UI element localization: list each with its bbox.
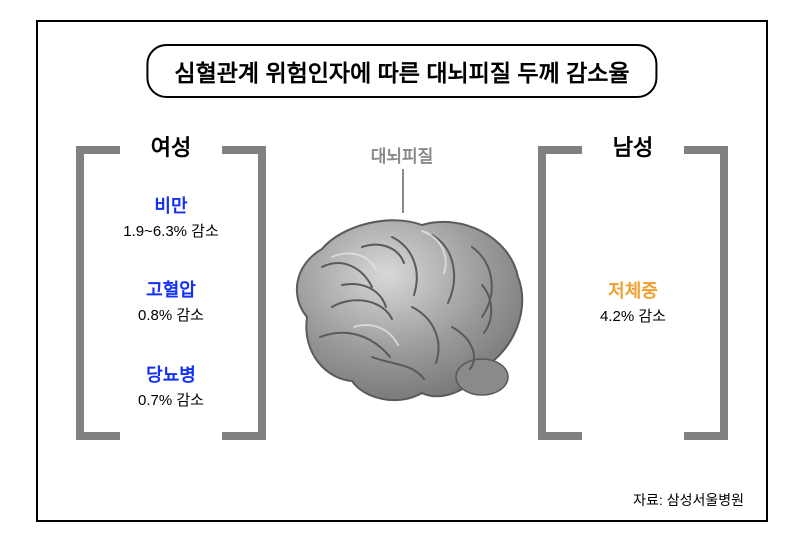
source-credit: 자료: 삼성서울병원 bbox=[633, 490, 744, 510]
panel-female-factors: 비만 1.9~6.3% 감소 고혈압 0.8% 감소 당뇨병 0.7% 감소 bbox=[76, 174, 266, 428]
panel-male-factors: 저체중 4.2% 감소 bbox=[538, 174, 728, 428]
brain-label: 대뇌피질 bbox=[262, 142, 542, 167]
panel-female: 여성 비만 1.9~6.3% 감소 고혈압 0.8% 감소 당뇨병 0.7% 감… bbox=[76, 130, 266, 440]
factor-name: 저체중 bbox=[600, 277, 666, 303]
panel-male: 남성 저체중 4.2% 감소 bbox=[538, 130, 728, 440]
factor-item: 저체중 4.2% 감소 bbox=[600, 277, 666, 326]
panel-female-heading: 여성 bbox=[135, 130, 207, 162]
page-title: 심혈관계 위험인자에 따른 대뇌피질 두께 감소율 bbox=[146, 44, 657, 98]
panel-male-heading: 남성 bbox=[597, 130, 669, 162]
factor-name: 당뇨병 bbox=[138, 361, 204, 387]
factor-value: 4.2% 감소 bbox=[600, 305, 666, 326]
factor-name: 비만 bbox=[123, 192, 219, 218]
factor-item: 당뇨병 0.7% 감소 bbox=[138, 361, 204, 410]
factor-item: 고혈압 0.8% 감소 bbox=[138, 276, 204, 325]
factor-name: 고혈압 bbox=[138, 276, 204, 302]
factor-value: 0.8% 감소 bbox=[138, 304, 204, 325]
factor-value: 0.7% 감소 bbox=[138, 389, 204, 410]
brain-icon bbox=[272, 207, 532, 407]
brain-diagram: 대뇌피질 bbox=[262, 142, 542, 407]
factor-value: 1.9~6.3% 감소 bbox=[123, 220, 219, 241]
factor-item: 비만 1.9~6.3% 감소 bbox=[123, 192, 219, 241]
infographic-frame: 심혈관계 위험인자에 따른 대뇌피질 두께 감소율 여성 비만 1.9~6.3%… bbox=[36, 20, 768, 522]
